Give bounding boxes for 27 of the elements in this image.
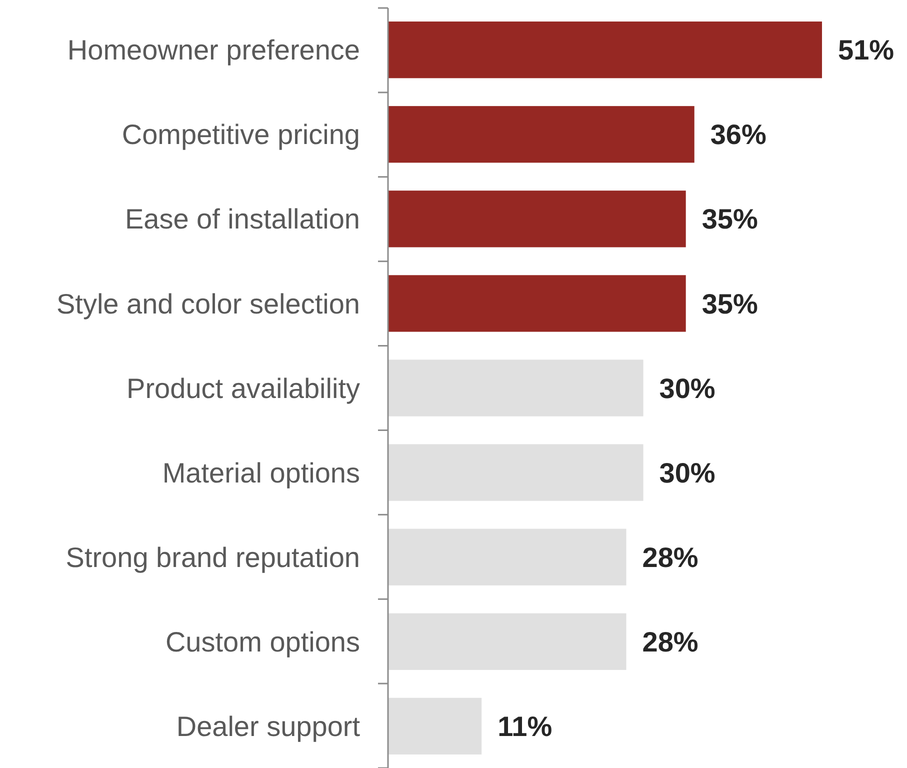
y-tick-label: Competitive pricing — [122, 119, 360, 150]
bar — [388, 190, 686, 248]
data-label: 35% — [702, 204, 758, 235]
data-label: 30% — [659, 457, 716, 488]
bar — [388, 106, 694, 163]
y-tick-label: Homeowner preference — [67, 34, 360, 66]
y-tick-label: Style and color selection — [56, 288, 360, 320]
bar — [388, 360, 644, 416]
data-label: 51% — [838, 34, 894, 66]
bar — [388, 698, 482, 754]
data-label: 35% — [702, 288, 758, 320]
bar — [388, 22, 822, 78]
bar — [388, 528, 626, 586]
bar — [388, 275, 686, 332]
data-label: 28% — [642, 542, 698, 573]
data-label: 28% — [642, 626, 698, 658]
data-label: 30% — [659, 372, 716, 404]
bar — [388, 613, 626, 670]
bar — [388, 444, 644, 501]
y-tick-label: Dealer support — [176, 710, 360, 742]
y-tick-label: Ease of installation — [124, 204, 360, 235]
y-tick-label: Product availability — [126, 372, 360, 404]
y-tick-label: Strong brand reputation — [66, 542, 360, 573]
y-tick-label: Material options — [162, 457, 360, 488]
data-label: 36% — [710, 119, 766, 150]
y-tick-label: Custom options — [165, 626, 360, 658]
data-label: 11% — [498, 710, 552, 742]
